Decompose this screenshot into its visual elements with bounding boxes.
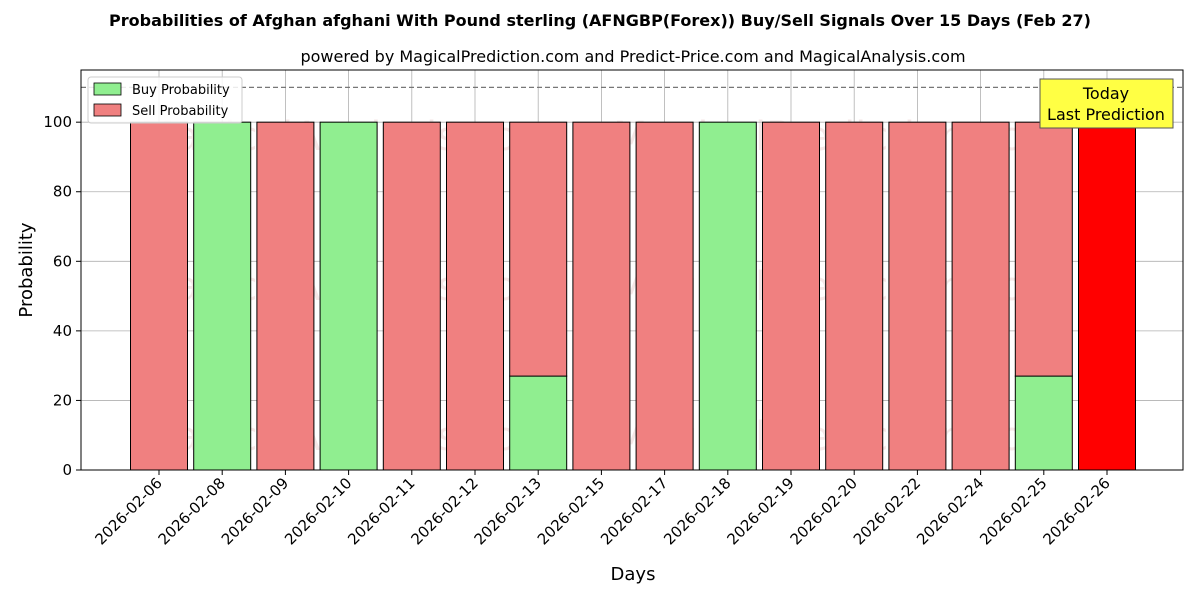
sell-bar [446, 121, 504, 471]
x-tick-label: 2026-02-12 [407, 474, 481, 548]
y-tick-label: 100 [43, 113, 72, 131]
x-tick-label: 2026-02-11 [344, 474, 418, 548]
x-tick-label: 2026-02-09 [218, 474, 292, 548]
x-tick-label: 2026-02-17 [597, 474, 671, 548]
legend-sell-swatch [93, 103, 122, 117]
y-axis: 0 20 40 60 80 100 [43, 113, 81, 479]
sell-bar [509, 121, 568, 377]
legend-buy-swatch [93, 82, 122, 96]
x-tick-label: 2026-02-08 [155, 474, 229, 548]
sell-bar [888, 121, 947, 471]
plot-frame [80, 69, 1184, 471]
x-tick-label: 2026-02-13 [471, 474, 545, 548]
legend-buy-label: Buy Probability [132, 83, 230, 98]
buy-bar [319, 121, 378, 471]
x-tick-label: 2026-02-22 [850, 474, 924, 548]
sell-bar [635, 121, 694, 471]
legend-sell-label: Sell Probability [132, 104, 229, 119]
y-tick-label: 80 [53, 183, 72, 201]
sell-bar [572, 121, 631, 471]
sell-bar [256, 121, 315, 471]
sell-bar [382, 121, 441, 471]
today-annotation-box [1039, 78, 1174, 129]
legend: Buy Probability Sell Probability [87, 76, 243, 124]
buy-bar [193, 121, 252, 471]
y-tick-label: 20 [53, 391, 72, 409]
x-tick-label: 2026-02-15 [534, 474, 608, 548]
x-axis-label: Days [611, 564, 656, 585]
sell-bar [762, 121, 820, 471]
legend-box [87, 76, 243, 124]
y-tick-label: 60 [53, 252, 72, 270]
sell-bar [1014, 121, 1073, 377]
x-tick-label: 2026-02-20 [787, 474, 861, 548]
today-annotation-line2: Last Prediction [1047, 105, 1165, 124]
chart-title: Probabilities of Afghan afghani With Pou… [109, 11, 1091, 30]
sell-bar [951, 121, 1010, 471]
chart-subtitle: powered by MagicalPrediction.com and Pre… [300, 47, 965, 66]
buy-bar [509, 375, 568, 471]
y-axis-label: Probability [16, 222, 37, 317]
sell-bar [825, 121, 884, 471]
x-tick-label: 2026-02-24 [913, 474, 987, 548]
y-tick-label: 0 [62, 461, 72, 479]
buy-bar [698, 121, 757, 471]
x-axis: 2026-02-062026-02-082026-02-092026-02-10… [91, 470, 1114, 548]
today-sell-bar [1078, 121, 1136, 471]
x-tick-label: 2026-02-25 [976, 474, 1050, 548]
buy-bar [1014, 375, 1073, 471]
x-tick-label: 2026-02-26 [1039, 474, 1113, 548]
x-tick-label: 2026-02-06 [91, 474, 165, 548]
today-annotation-line1: Today [1082, 84, 1129, 103]
today-annotation: Today Last Prediction [1039, 78, 1174, 129]
y-tick-label: 40 [53, 322, 72, 340]
x-tick-label: 2026-02-19 [723, 474, 797, 548]
x-tick-label: 2026-02-10 [281, 474, 355, 548]
x-tick-label: 2026-02-18 [660, 474, 734, 548]
bars-layer [130, 121, 1136, 471]
sell-bar [130, 121, 188, 471]
